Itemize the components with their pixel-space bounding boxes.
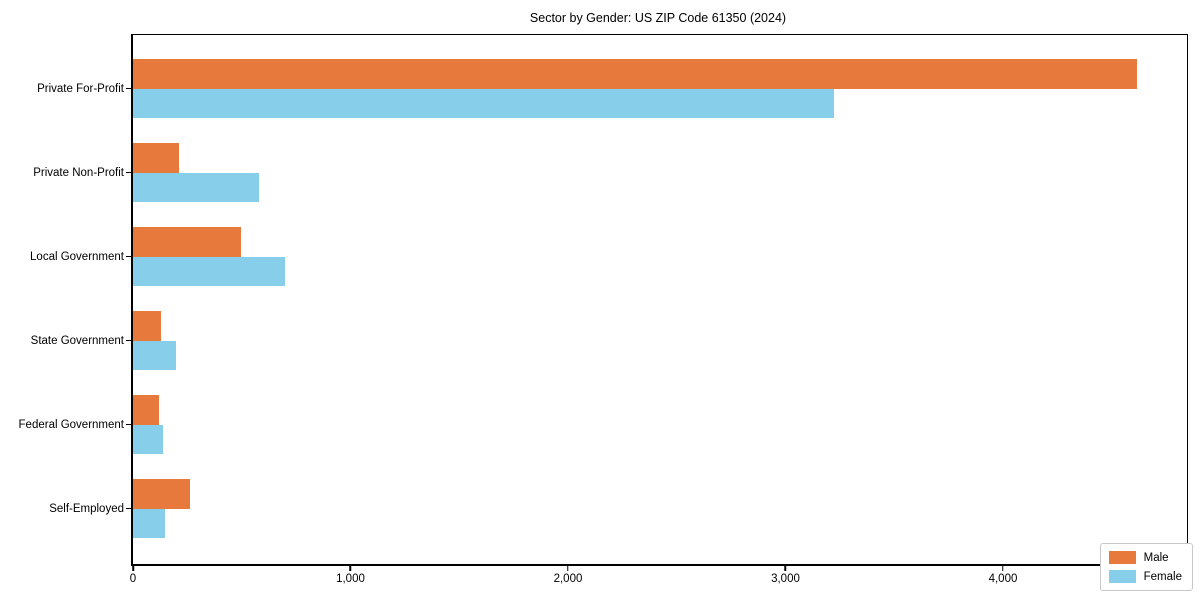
bar-female-federal-government [133, 424, 163, 455]
bar-female-state-government [133, 340, 177, 371]
legend-item-male: Male [1108, 551, 1182, 564]
x-tick-0 [132, 566, 134, 571]
x-tick-2-000 [567, 566, 569, 571]
bar-male-private-non-profit [133, 143, 179, 173]
bar-male-private-for-profit [133, 59, 1137, 89]
bar-male-local-government [133, 227, 241, 257]
plot-area: Private For-Profit Private Non-Profit Loca… [19, 34, 1188, 585]
bar-female-private-non-profit [133, 172, 260, 203]
x-tick-4-000 [1002, 566, 1004, 571]
bar-male-federal-government [133, 395, 159, 425]
y-axis-label-federal-government: Federal Government [18, 418, 124, 431]
x-tick-label-2-000: 2,000 [553, 573, 583, 585]
bar-female-private-for-profit [133, 88, 835, 119]
x-tick-label-4-000: 4,000 [988, 573, 1018, 585]
y-axis-label-private-for-profit: Private For-Profit [37, 82, 124, 95]
y-tick-state-government [126, 339, 131, 342]
y-tick-federal-government [126, 423, 131, 426]
y-axis-label-local-government: Local Government [30, 250, 124, 263]
x-tick-label-1-000: 1,000 [336, 573, 365, 585]
x-tick-3-000 [784, 566, 787, 571]
y-tick-private-non-profit [126, 171, 131, 174]
y-axis-label-self-employed: Self-Employed [49, 502, 124, 515]
x-tick-label-3-000: 3,000 [771, 573, 800, 585]
y-axis-label-state-government: State Government [30, 334, 124, 347]
legend-swatch-female [1108, 570, 1136, 583]
bar-female-local-government [133, 256, 286, 287]
legend: Male Female [1099, 543, 1193, 591]
chart-title: Sector by Gender: US ZIP Code 61350 (202… [529, 11, 787, 25]
x-tick-1-000 [349, 566, 352, 571]
y-axis-label-private-non-profit: Private Non-Profit [33, 166, 124, 179]
legend-item-female: Female [1108, 570, 1182, 583]
bar-male-state-government [133, 311, 162, 341]
y-tick-self-employed [126, 507, 131, 510]
legend-swatch-male [1108, 551, 1136, 564]
y-tick-local-government [126, 255, 131, 258]
legend-label-female: Female [1143, 570, 1182, 583]
x-tick-label-0: 0 [129, 573, 137, 585]
bar-female-self-employed [133, 508, 166, 539]
y-tick-private-for-profit [126, 87, 131, 90]
legend-label-male: Male [1143, 551, 1169, 564]
bar-male-self-employed [133, 479, 190, 509]
